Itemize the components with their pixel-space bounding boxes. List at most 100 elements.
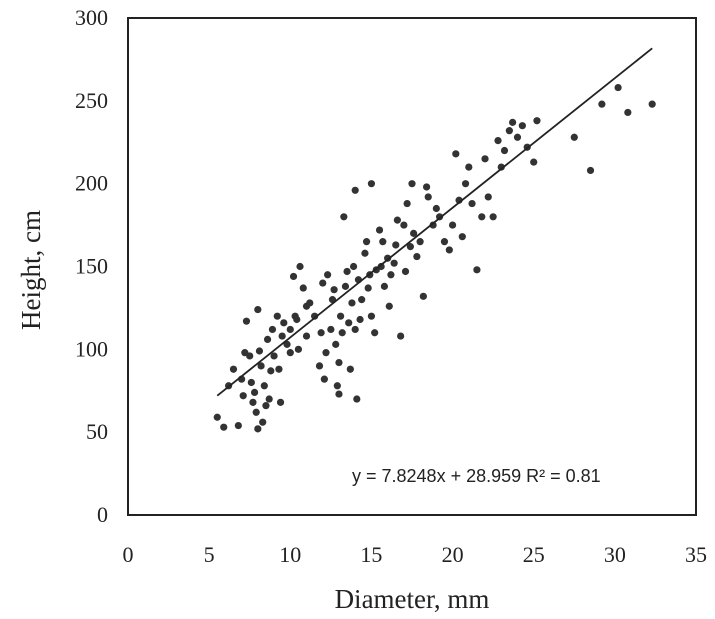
data-point [319, 279, 327, 287]
data-point [262, 402, 270, 410]
data-point [570, 133, 578, 141]
data-point [380, 282, 389, 290]
data-point [400, 221, 408, 229]
data-point [275, 365, 283, 373]
data-point [213, 413, 221, 421]
data-point [494, 136, 502, 145]
data-point [265, 395, 273, 403]
data-point [351, 325, 359, 334]
data-point [393, 216, 401, 224]
data-point [413, 252, 421, 261]
data-point [478, 213, 486, 221]
data-point [273, 312, 281, 320]
data-point [260, 382, 268, 390]
data-point [268, 325, 277, 334]
trendline [216, 47, 653, 397]
data-point [367, 180, 376, 188]
data-point [397, 332, 405, 340]
data-point [338, 329, 346, 337]
y-tick-label: 150 [75, 254, 108, 279]
y-tick-label: 200 [75, 171, 108, 196]
data-point [302, 332, 311, 340]
x-tick-label: 5 [204, 542, 215, 567]
data-point [423, 183, 431, 191]
data-point [371, 329, 379, 337]
data-point [249, 398, 257, 406]
data-point [311, 312, 319, 320]
data-point [385, 302, 393, 310]
data-point [255, 347, 264, 355]
data-point [424, 193, 432, 201]
data-point [533, 117, 541, 125]
data-point [358, 296, 366, 304]
data-point [239, 392, 247, 400]
data-point [351, 186, 359, 194]
data-point [270, 352, 278, 360]
data-point [280, 319, 288, 327]
data-point [259, 418, 267, 426]
data-point [349, 262, 358, 271]
data-point [375, 226, 384, 234]
data-point [327, 325, 335, 334]
y-tick-label: 250 [75, 88, 108, 113]
plot-area [127, 17, 697, 516]
data-point [362, 238, 371, 246]
data-point [332, 340, 340, 348]
y-tick-label: 100 [75, 336, 108, 361]
data-point [267, 367, 275, 375]
data-point [401, 267, 410, 276]
data-point [513, 133, 522, 141]
data-point [254, 425, 262, 433]
data-point [614, 83, 622, 92]
data-point [343, 267, 351, 276]
data-point [252, 408, 260, 416]
x-tick-label: 0 [123, 542, 134, 567]
data-point [299, 284, 307, 292]
x-tick-label: 15 [360, 542, 382, 567]
data-point [458, 233, 466, 241]
data-point [242, 317, 251, 325]
y-tick-label: 0 [97, 502, 108, 527]
data-point [465, 163, 473, 171]
data-point [509, 118, 517, 126]
data-point [361, 249, 369, 257]
data-point [220, 423, 228, 431]
data-point [429, 221, 437, 229]
x-tick-label: 20 [442, 542, 464, 567]
data-point [468, 199, 476, 208]
data-point [500, 146, 509, 155]
data-point [289, 272, 298, 281]
data-point [293, 315, 301, 324]
data-point [518, 122, 526, 130]
data-point [364, 284, 372, 292]
data-point [403, 199, 411, 208]
data-point [320, 375, 328, 383]
data-point [330, 286, 338, 294]
data-point [445, 246, 453, 254]
x-axis-title: Diameter, mm [335, 584, 490, 614]
data-point [257, 362, 265, 370]
data-point [505, 127, 513, 135]
data-point [250, 388, 259, 397]
data-point [387, 271, 395, 279]
data-point [481, 155, 489, 163]
data-point [247, 378, 255, 387]
data-point [246, 352, 254, 360]
data-point [452, 150, 460, 158]
data-point [624, 108, 632, 117]
data-point [348, 299, 356, 307]
data-point [598, 100, 606, 108]
data-point [648, 100, 656, 108]
data-point [461, 180, 470, 188]
data-point [336, 312, 345, 320]
y-axis-ticks: 0 50 100 150 200 250 300 [75, 5, 108, 527]
data-point [379, 238, 387, 246]
data-point [333, 382, 341, 390]
data-point [416, 238, 424, 246]
data-point [286, 349, 294, 357]
data-point [322, 349, 330, 357]
data-point [419, 292, 427, 300]
data-point [473, 266, 481, 274]
data-point [229, 365, 238, 373]
